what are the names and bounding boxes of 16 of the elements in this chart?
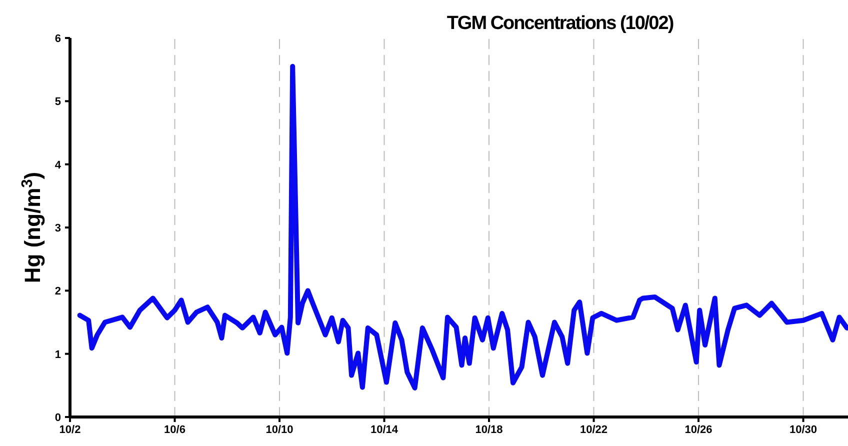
y-tick-label: 6 <box>54 33 61 45</box>
y-tick-label: 3 <box>54 222 61 234</box>
x-tick-label: 10/10 <box>266 424 294 436</box>
y-tick-label: 0 <box>54 412 61 424</box>
y-tick-label: 4 <box>54 159 62 172</box>
x-tick-label: 10/26 <box>684 424 712 436</box>
x-tick-label: 10/30 <box>789 424 818 436</box>
x-tick-label: 10/18 <box>475 424 503 436</box>
y-tick-label: 5 <box>54 96 61 108</box>
x-tick-label: 10/2 <box>59 424 81 436</box>
x-tick-label: 10/6 <box>164 424 186 436</box>
chart-title: TGM Concentrations (10/02) <box>446 13 674 34</box>
x-tick-label: 10/14 <box>370 424 399 436</box>
x-tick-label: 10/22 <box>580 424 608 436</box>
y-tick-label: 2 <box>54 286 61 298</box>
y-tick-label: 1 <box>54 348 61 361</box>
